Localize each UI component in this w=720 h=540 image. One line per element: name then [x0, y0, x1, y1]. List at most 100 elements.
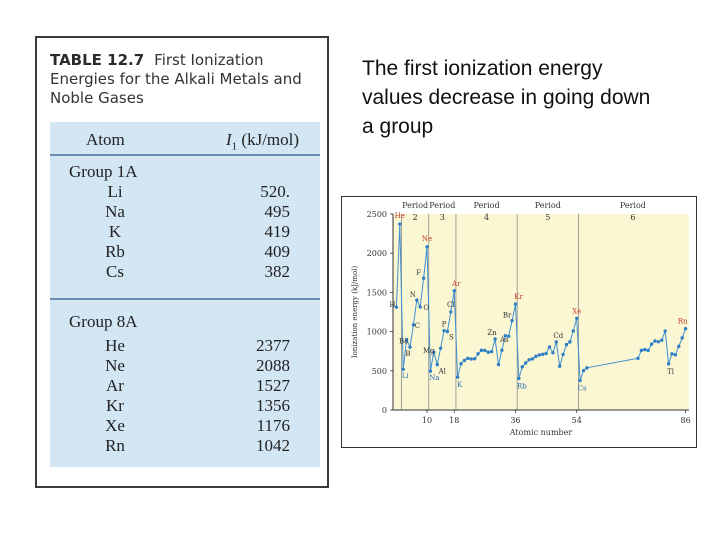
energy-cell: 495 — [264, 202, 291, 221]
energy-cell: 520. — [260, 182, 290, 201]
period-number: 5 — [545, 213, 550, 222]
data-point — [541, 352, 545, 357]
table-row: Na 495 — [50, 202, 320, 222]
data-point — [452, 289, 456, 293]
table-body: Atom I1 (kJ/mol) Group 1A Li 520. Na 495 K… — [50, 122, 320, 467]
element-label: As — [499, 336, 509, 344]
data-point — [660, 338, 664, 342]
table-heading: TABLE 12.7 First Ionization Energies for … — [50, 51, 320, 108]
element-label: Cs — [578, 385, 587, 393]
element-label: Mg — [423, 347, 435, 355]
data-point — [649, 342, 654, 346]
data-point — [394, 305, 399, 309]
data-point — [398, 222, 402, 226]
data-point — [554, 340, 559, 344]
element-label: P — [442, 321, 447, 329]
data-point — [428, 369, 433, 373]
data-point — [551, 350, 555, 355]
data-point — [510, 318, 514, 323]
data-point — [415, 298, 419, 302]
atom-cell: Na — [105, 202, 125, 221]
energy-cell: 1176 — [256, 416, 290, 435]
element-label: Kr — [514, 293, 523, 301]
data-point — [646, 348, 650, 353]
column-header-energy: I1 (kJ/mol) — [226, 130, 300, 153]
data-point — [449, 310, 453, 314]
data-point — [636, 356, 640, 361]
element-label: Na — [429, 374, 439, 382]
period-number: 3 — [440, 213, 445, 222]
data-point — [438, 346, 443, 350]
data-point — [466, 356, 470, 361]
atom-cell: Li — [107, 182, 123, 201]
atom-cell: Kr — [106, 396, 124, 415]
element-label: B — [405, 350, 410, 358]
data-point — [493, 337, 497, 341]
element-label: Ne — [422, 235, 432, 243]
data-point — [677, 344, 681, 349]
atom-cell: Rn — [105, 436, 125, 455]
atom-cell: K — [108, 222, 122, 241]
period-label: Period — [474, 201, 500, 210]
data-point — [401, 367, 405, 371]
ionization-table-panel: TABLE 12.7 First Ionization Energies for … — [35, 36, 329, 488]
element-label: Cl — [447, 301, 455, 309]
y-tick-label: 2500 — [367, 210, 387, 219]
y-tick-label: 0 — [382, 406, 387, 415]
data-point — [500, 348, 504, 352]
table-row: Xe 1176 — [50, 416, 320, 436]
table-row: Kr 1356 — [50, 396, 320, 416]
table-title: First Ionization Energies for the Alkali… — [50, 51, 302, 107]
energy-cell: 1527 — [256, 376, 290, 395]
element-label: Br — [503, 312, 512, 320]
data-point — [455, 375, 460, 379]
data-point — [476, 352, 480, 356]
x-tick-label: 54 — [572, 416, 582, 425]
header-divider — [50, 154, 320, 156]
data-point — [534, 354, 538, 359]
y-tick-label: 1000 — [367, 328, 387, 337]
element-label: Zn — [487, 329, 497, 337]
data-point — [472, 357, 477, 361]
energy-cell: 2088 — [256, 356, 290, 375]
data-point — [683, 326, 688, 331]
energy-cell: 419 — [264, 222, 291, 241]
data-point — [663, 329, 667, 333]
slide-caption: The first ionization energy values decre… — [362, 57, 651, 138]
data-point — [469, 357, 473, 361]
element-label: S — [449, 334, 454, 342]
x-tick-label: 36 — [510, 416, 520, 425]
element-label: He — [395, 212, 405, 220]
x-tick-label: 10 — [422, 416, 432, 425]
data-point — [530, 357, 535, 361]
element-label: H — [389, 301, 395, 309]
data-point — [503, 334, 507, 338]
group-divider — [50, 298, 320, 300]
data-point — [656, 340, 661, 344]
data-point — [639, 348, 644, 353]
element-label: Xe — [572, 307, 581, 315]
data-point — [411, 323, 416, 327]
element-label: Rn — [678, 318, 688, 326]
group-title: Group 8A — [69, 312, 138, 331]
data-point — [666, 362, 671, 366]
period-label: Period — [429, 201, 455, 210]
data-point — [462, 358, 467, 363]
data-point — [432, 350, 436, 354]
data-point — [558, 364, 562, 368]
period-label: Period — [402, 201, 428, 210]
element-label: C — [415, 322, 420, 330]
energy-cell: 1356 — [256, 396, 290, 415]
atom-cell: Xe — [105, 416, 125, 435]
data-point — [506, 334, 511, 338]
data-point — [571, 329, 576, 333]
column-header-atom: Atom — [86, 130, 125, 149]
element-label: Tl — [667, 368, 675, 376]
ionization-energy-chart: Period 2 Period 3 Period 4 Period 5 Period 6 0 500 1… — [341, 196, 697, 448]
y-axis-title: Ionization energy (kJ/mol) — [351, 266, 359, 359]
y-tick-label: 2000 — [367, 249, 387, 258]
data-point — [523, 361, 528, 365]
element-label: N — [410, 291, 416, 299]
data-point — [643, 347, 647, 352]
element-label: Cd — [553, 332, 563, 340]
